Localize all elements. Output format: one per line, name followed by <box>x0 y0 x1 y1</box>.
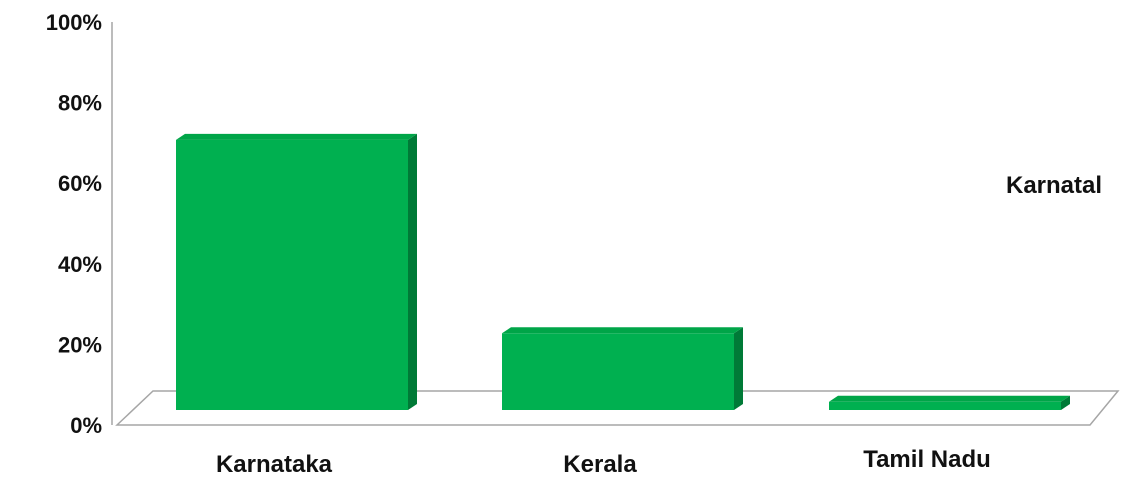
bar-top <box>176 133 417 140</box>
x-tick-label: Kerala <box>563 451 637 477</box>
x-tick-label: Karnataka <box>216 451 333 477</box>
bar-side <box>1061 395 1070 410</box>
bar-side <box>734 327 743 410</box>
y-tick-label: 20% <box>58 332 102 357</box>
y-tick-label: 100% <box>46 10 102 35</box>
bar-karnataka <box>176 139 408 410</box>
y-tick-label: 60% <box>58 171 102 196</box>
y-tick-label: 0% <box>70 413 102 438</box>
y-tick-label: 40% <box>58 252 102 277</box>
floor-plane <box>115 390 1120 426</box>
bar-kerala <box>502 333 734 410</box>
bar-side <box>408 133 417 410</box>
bar-tamil-nadu <box>829 401 1061 410</box>
bar-top <box>502 327 743 334</box>
y-tick-label: 80% <box>58 91 102 116</box>
legend: Karnatal <box>1006 172 1102 199</box>
x-tick-label: Tamil Nadu <box>863 446 991 473</box>
legend-entry-label: Karnatal <box>1006 172 1102 199</box>
axes <box>111 22 1120 426</box>
bar-top <box>829 395 1070 402</box>
labels: 0% 20% 40% 60% 80% 100% Karnataka Kerala Tamil N… <box>46 10 991 477</box>
bars <box>176 133 1070 410</box>
